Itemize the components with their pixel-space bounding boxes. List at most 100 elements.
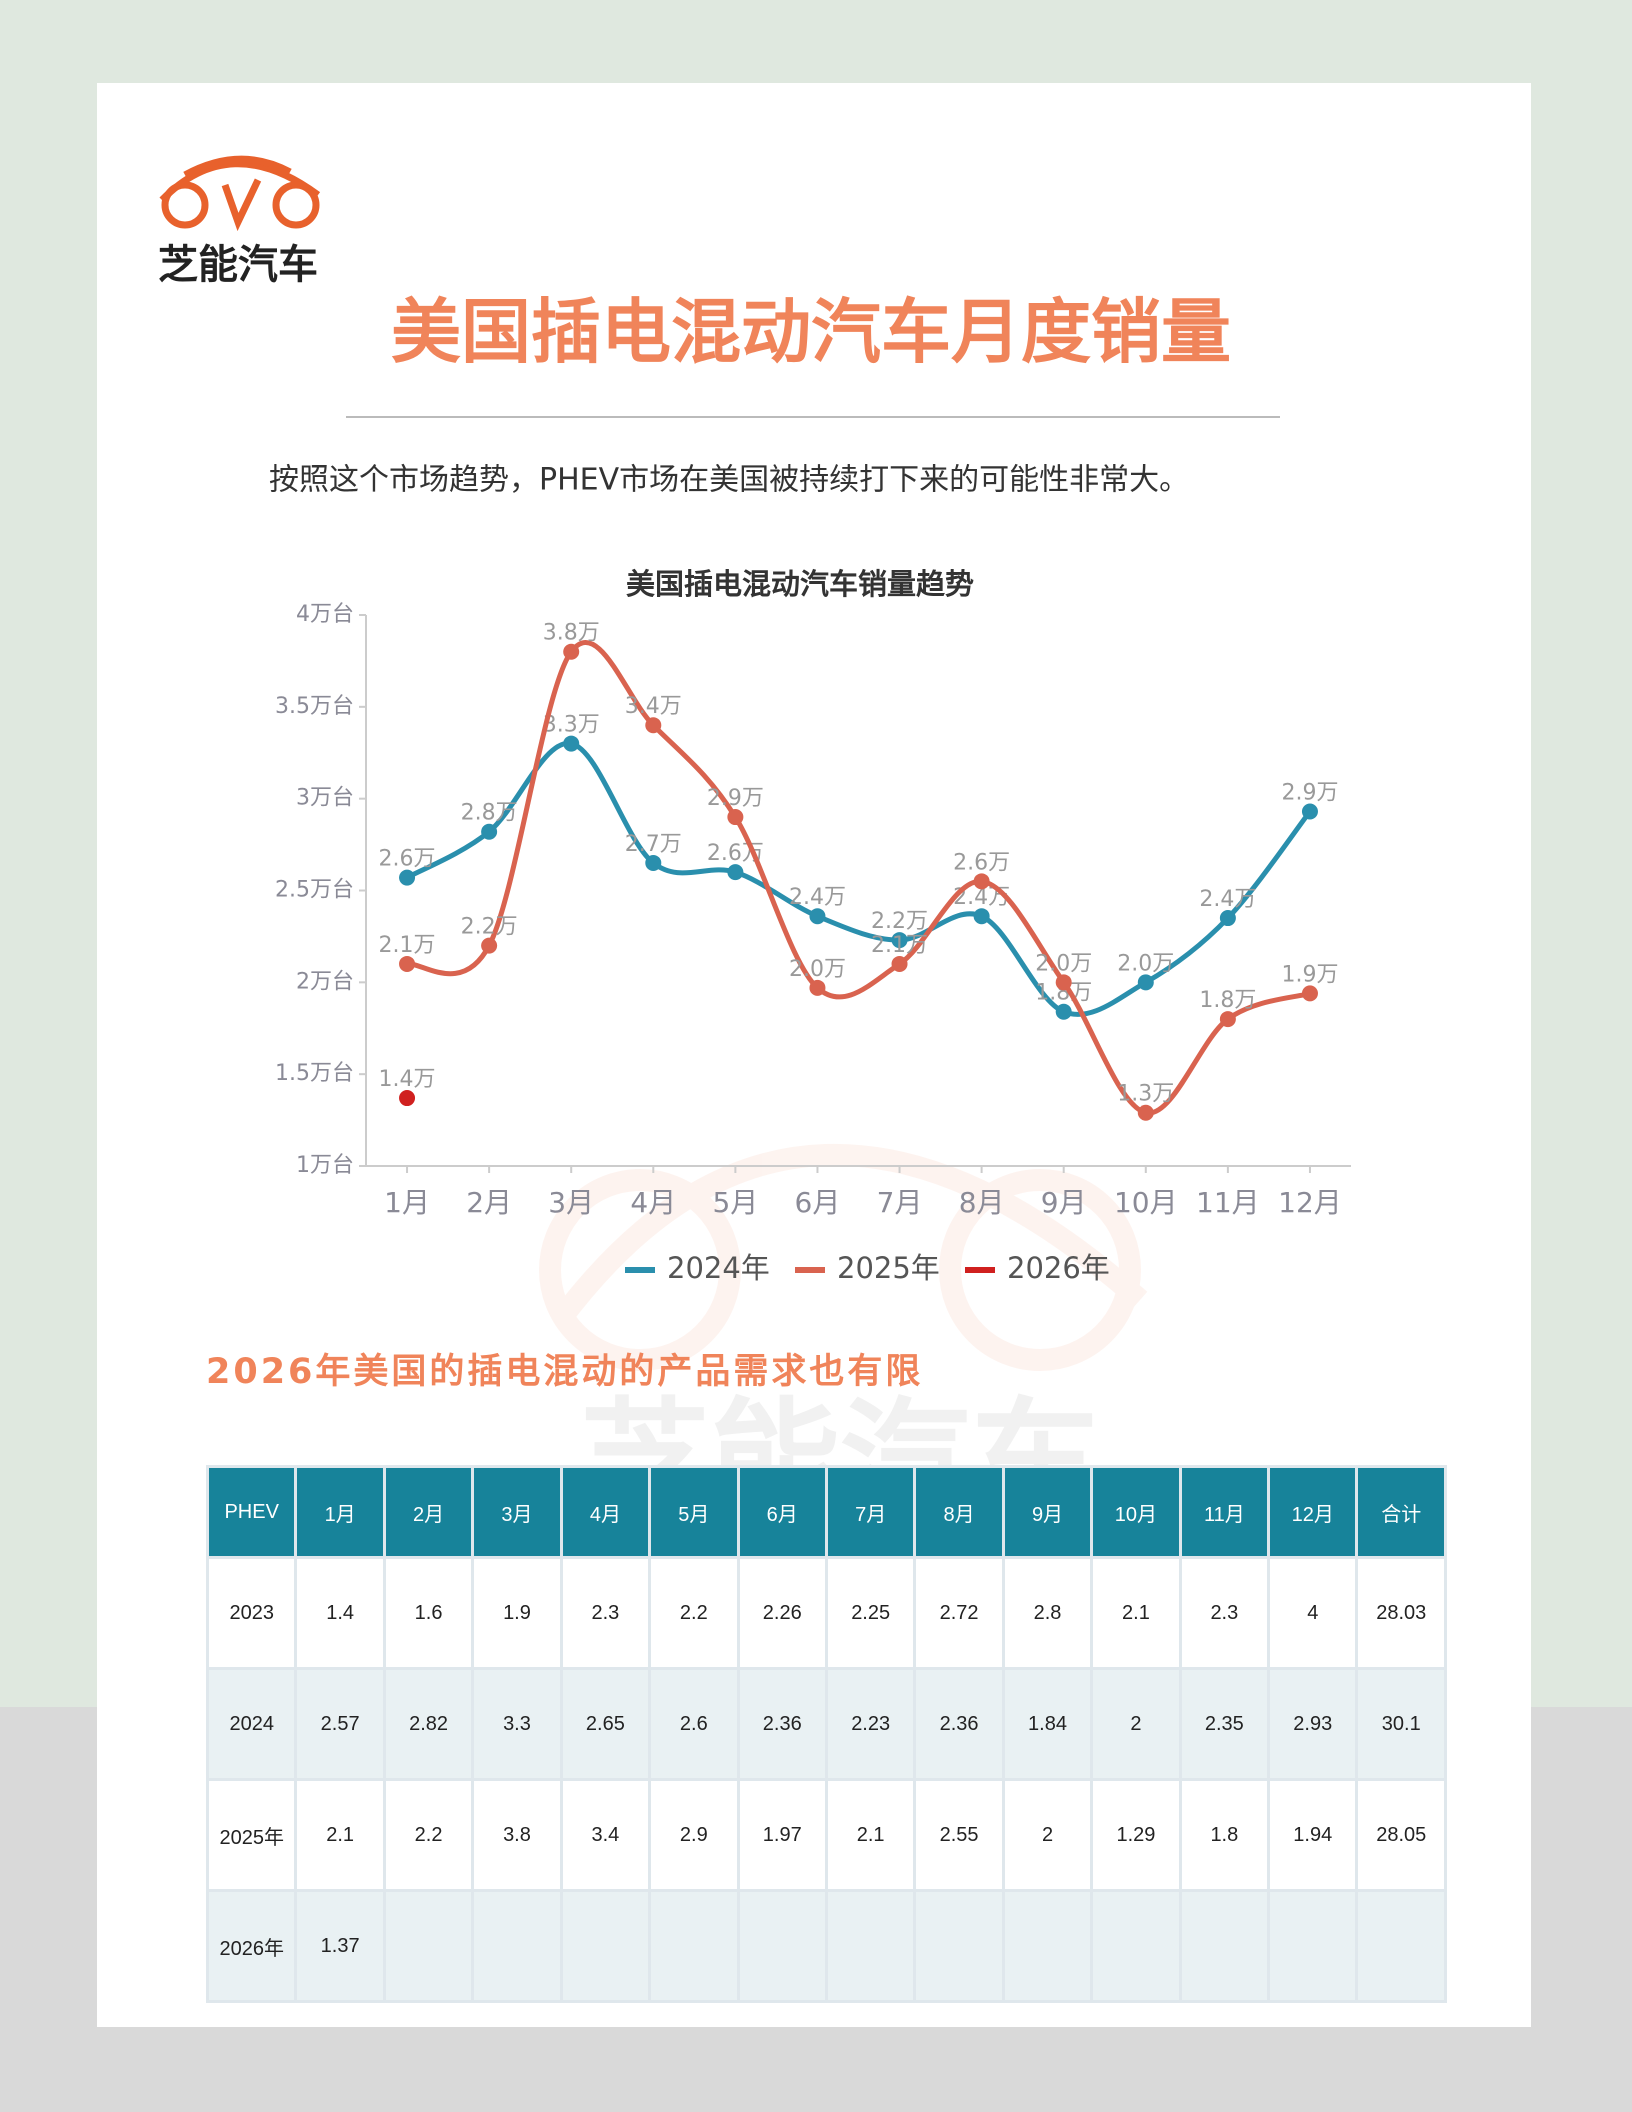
sales-table: PHEV 1月 2月 3月 4月 5月 6月 7月 8月 9月 10月 11月 12月 合计 2023 1.4…: [205, 1465, 1447, 2003]
data-point: [809, 979, 826, 996]
data-label: 3.3万: [543, 713, 600, 738]
table-cell: [1267, 1889, 1359, 2003]
data-point: [1301, 985, 1318, 1002]
table-cell: 9月: [1001, 1465, 1094, 1559]
data-point: [563, 735, 580, 752]
table-cell: [824, 1889, 917, 2003]
table-cell: 4: [1267, 1556, 1359, 1670]
logo-wheel: [161, 181, 209, 229]
x-tick-label: 2月: [466, 1186, 512, 1219]
data-label: 1.4万: [379, 1067, 436, 1092]
chart-title: 美国插电混动汽车销量趋势: [626, 567, 974, 601]
legend-label: 2024年: [667, 1251, 770, 1285]
table-cell: 合计: [1355, 1465, 1447, 1559]
y-tick-label: 3.5万台: [275, 694, 354, 719]
y-tick-label: 1万台: [296, 1153, 354, 1178]
table-cell: 2.3: [559, 1556, 652, 1670]
data-label: 1.8万: [1199, 988, 1256, 1013]
data-point: [727, 809, 744, 826]
data-point: [645, 854, 662, 871]
table-cell: [382, 1889, 475, 2003]
table-cell: 2.1: [294, 1778, 386, 1892]
data-point: [563, 643, 580, 660]
table-cell: 12月: [1267, 1465, 1359, 1559]
table-cell: [913, 1889, 1005, 2003]
table-cell: 2025年: [205, 1778, 298, 1892]
table-cell: 2026年: [205, 1889, 298, 2003]
table-cell: 1.84: [1001, 1667, 1094, 1781]
table-row: 2023 1.4 1.6 1.9 2.3 2.2 2.26 2.25 2.72 2.8 2.1 2.3…: [205, 1556, 1447, 1670]
data-label: 2.1万: [379, 933, 436, 958]
data-point: [1055, 1003, 1072, 1020]
table-cell: 1月: [294, 1465, 386, 1559]
data-point: [1301, 803, 1318, 820]
table-cell: 2.72: [913, 1556, 1005, 1670]
x-tick-label: 4月: [630, 1186, 676, 1219]
x-tick-label: 5月: [712, 1186, 758, 1219]
table-cell: 3月: [471, 1465, 563, 1559]
data-label: 2.8万: [461, 801, 518, 826]
table-cell: 2.9: [648, 1778, 740, 1892]
table-cell: PHEV: [205, 1465, 298, 1559]
data-point: [399, 869, 416, 886]
data-label: 2.0万: [789, 957, 846, 982]
table-cell: 30.1: [1355, 1667, 1447, 1781]
data-label: 2.4万: [1199, 887, 1256, 912]
table-cell: 1.4: [294, 1556, 386, 1670]
table-cell: 1.29: [1090, 1778, 1182, 1892]
brand: 芝能汽车: [158, 242, 318, 288]
table-cell: 2.23: [824, 1667, 917, 1781]
data-point: [809, 908, 826, 925]
table-cell: 2.57: [294, 1667, 386, 1781]
table-cell: 2.2: [382, 1778, 475, 1892]
data-label: 1.3万: [1117, 1082, 1174, 1107]
table-cell: 2.2: [648, 1556, 740, 1670]
y-tick-label: 2万台: [296, 969, 354, 994]
table-cell: 2.93: [1267, 1667, 1359, 1781]
data-point: [481, 937, 498, 954]
table-cell: 2.6: [648, 1667, 740, 1781]
table-cell: [1355, 1889, 1447, 2003]
logo-wheel: [272, 181, 320, 229]
data-point: [891, 955, 908, 972]
table-cell: 4月: [559, 1465, 652, 1559]
table-cell: 2.82: [382, 1667, 475, 1781]
table-cell: [1178, 1889, 1271, 2003]
table-cell: 1.97: [736, 1778, 828, 1892]
data-label: 2.2万: [461, 915, 518, 940]
table-cell: 2.8: [1001, 1556, 1094, 1670]
data-point: [399, 955, 416, 972]
data-label: 2.0万: [1035, 951, 1092, 976]
x-tick-label: 1月: [384, 1186, 430, 1219]
series-line: [405, 741, 1312, 1017]
table-cell: 2: [1001, 1778, 1094, 1892]
data-label: 3.8万: [543, 621, 600, 646]
data-label: 2.1万: [871, 933, 928, 958]
table-cell: 2023: [205, 1556, 298, 1670]
data-point: [481, 823, 498, 840]
table-cell: 2024: [205, 1667, 298, 1781]
logo: [159, 155, 321, 232]
table-cell: 2.25: [824, 1556, 917, 1670]
data-label: 3.4万: [625, 694, 682, 719]
table-cell: [1001, 1889, 1094, 2003]
x-tick-label: 3月: [548, 1186, 594, 1219]
data-point: [1055, 974, 1072, 991]
watermark-wheel: [539, 1169, 741, 1371]
intro: 按照这个市场趋势，PHEV市场在美国被持续打下来的可能性非常大。: [269, 463, 1189, 498]
x-tick-label: 7月: [877, 1186, 923, 1219]
x-tick-label: 6月: [795, 1186, 841, 1219]
watermark-wheel: [939, 1169, 1141, 1371]
table-cell: 2.3: [1178, 1556, 1271, 1670]
watermark-arc: [551, 1144, 1148, 1327]
table-cell: 7月: [824, 1465, 917, 1559]
data-label: 2.6万: [953, 850, 1010, 875]
table-cell: 2.36: [736, 1667, 828, 1781]
logo-v: [221, 178, 262, 232]
table-cell: 3.4: [559, 1778, 652, 1892]
section-title: 2026年美国的插电混动的产品需求也有限: [206, 1352, 923, 1392]
table-row: 2025年 2.1 2.2 3.8 3.4 2.9 1.97 2.1 2.55 2 1.29 1.8 1…: [205, 1778, 1447, 1892]
data-label: 2.4万: [789, 885, 846, 910]
